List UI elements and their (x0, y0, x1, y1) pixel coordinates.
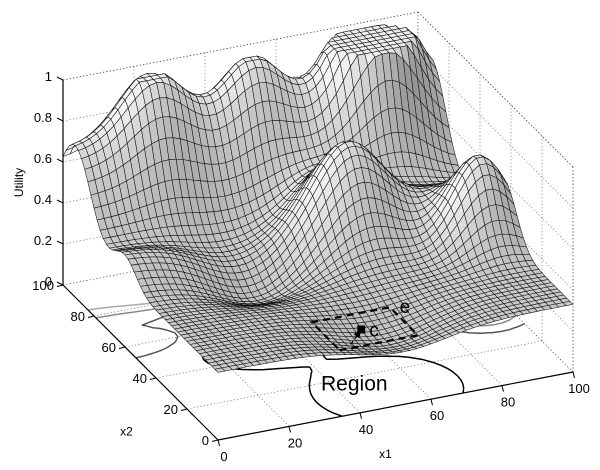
axes-box-front (62, 11, 574, 441)
y-tick-mark (180, 408, 188, 411)
x-tick-mark (359, 412, 362, 419)
y-tick-label: 100 (32, 278, 54, 293)
y-axis-label: x2 (120, 425, 133, 439)
x-tick-label: 60 (430, 408, 444, 423)
z-axis-label: Utility (12, 168, 26, 197)
z-tick-mark (56, 158, 64, 163)
z-tick-label: 0.2 (34, 233, 52, 248)
y-tick-mark (87, 315, 95, 318)
arrow-head (353, 329, 362, 339)
z-tick-mark (56, 76, 64, 81)
y-tick-label: 20 (164, 402, 178, 417)
region-box (309, 306, 421, 352)
z-tick-label: 0.6 (34, 151, 52, 166)
y-tick-mark (211, 439, 219, 442)
z-tick-mark (56, 240, 64, 245)
y-tick-label: 60 (102, 340, 116, 355)
x-axis-label: x1 (379, 447, 392, 461)
x-tick-label: 80 (501, 395, 515, 410)
axis-line (62, 284, 219, 441)
x-tick-mark (572, 371, 575, 379)
z-tick-label: 1 (45, 69, 52, 84)
surface-patch (562, 301, 574, 306)
x-tick-label: 40 (359, 422, 373, 437)
axis-line (217, 371, 574, 441)
annotations: Region ce (309, 297, 421, 396)
z-tick-label: 0 (45, 274, 52, 289)
x-tick-label: 20 (288, 435, 302, 450)
z-tick-label: 0.4 (34, 192, 52, 207)
x-tick-label: 100 (568, 381, 590, 396)
y-tick-label: 80 (71, 309, 85, 324)
annotation-c: c (369, 320, 379, 341)
y-tick-mark (118, 346, 126, 349)
y-tick-label: 40 (133, 371, 147, 386)
annotation-region: Region (321, 373, 388, 396)
y-tick-mark (56, 284, 64, 287)
annotation-e: e (400, 297, 411, 318)
x-tick-mark (217, 439, 220, 447)
z-tick-mark (56, 199, 64, 204)
y-tick-label: 0 (202, 433, 209, 448)
z-tick-mark (56, 281, 64, 286)
x-tick-mark (501, 385, 504, 392)
z-tick-mark (56, 117, 64, 122)
x-tick-label: 0 (220, 449, 227, 464)
x-tick-mark (288, 426, 291, 433)
x-tick-mark (430, 399, 433, 406)
y-tick-mark (149, 377, 157, 380)
z-tick-label: 0.8 (34, 110, 52, 125)
surface-mesh (62, 24, 574, 373)
